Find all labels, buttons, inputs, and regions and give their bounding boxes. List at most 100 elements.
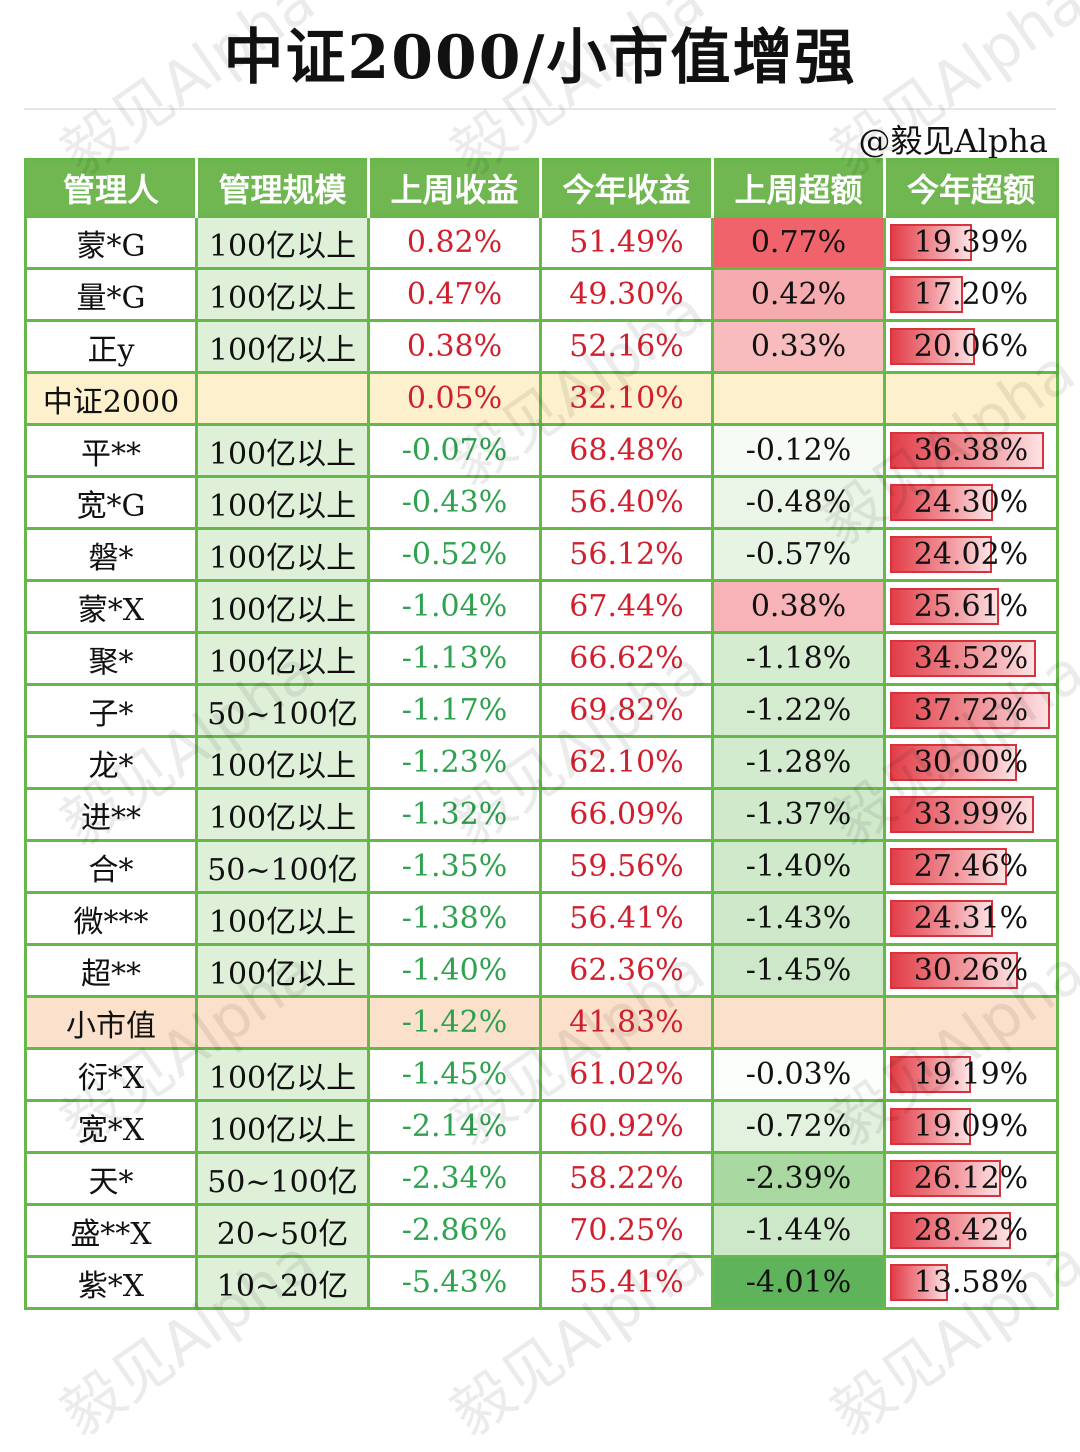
cell-ytd-return-text: 41.83% (569, 1005, 684, 1040)
cell-ytd-excess-text: 25.61% (913, 589, 1029, 624)
cell-ytd-excess-text: 19.19% (913, 1057, 1029, 1092)
cell-ytd-return-text: 66.09% (569, 797, 684, 832)
excess-databar (890, 224, 973, 261)
cell-scale-text: 50~100亿 (207, 852, 358, 888)
cell-ytd-return-text: 61.02% (569, 1057, 684, 1092)
cell-scale: 10~20亿 (196, 1255, 370, 1309)
cell-ytd-excess-text: 27.46% (913, 849, 1029, 884)
excess-databar (890, 484, 994, 521)
cell-ytd-return-text: 68.48% (569, 433, 684, 468)
table-row: 正y 100亿以上 0.38% 52.16% 0.33% 20.06% (25, 319, 1058, 373)
cell-scale-text: 100亿以上 (208, 1060, 357, 1096)
cell-week-return: -0.07% (368, 423, 542, 477)
excess-databar (890, 744, 1018, 781)
cell-week-excess-text: 0.33% (750, 329, 847, 364)
cell-manager: 小市值 (25, 995, 198, 1049)
cell-ytd-return: 56.41% (540, 891, 714, 945)
cell-scale-text: 100亿以上 (208, 644, 357, 680)
table-row: 蒙*G 100亿以上 0.82% 51.49% 0.77% 19.39% (25, 215, 1058, 269)
cell-ytd-excess: 36.38% (884, 423, 1058, 477)
cell-ytd-return-text: 69.82% (569, 693, 684, 728)
cell-scale: 20~50亿 (196, 1203, 370, 1257)
cell-manager-text: 中证2000 (42, 384, 180, 420)
cell-manager: 蒙*X (25, 579, 198, 633)
cell-week-return-text: -1.42% (401, 1005, 508, 1040)
cell-week-return-text: -1.45% (401, 1057, 508, 1092)
cell-scale: 50~100亿 (196, 683, 370, 737)
cell-week-excess-text: -0.57% (745, 537, 852, 572)
cell-scale (196, 995, 370, 1049)
table-body: 蒙*G 100亿以上 0.82% 51.49% 0.77% 19.39% 量*G 100亿以上… (25, 215, 1058, 1309)
excess-databar (890, 848, 1007, 885)
cell-manager-text: 蒙*G (76, 228, 146, 264)
cell-scale: 100亿以上 (196, 319, 370, 373)
cell-week-return: 0.47% (368, 267, 542, 321)
performance-table: 管理人 管理规模 上周收益 今年收益 上周超额 今年超额 蒙*G 100亿以上 0.… (24, 158, 1059, 1310)
cell-ytd-return: 41.83% (540, 995, 714, 1049)
header-week-return: 上周收益 (368, 159, 542, 217)
cell-manager-text: 平** (81, 436, 141, 472)
cell-week-excess (712, 995, 886, 1049)
cell-ytd-excess: 25.61% (884, 579, 1058, 633)
cell-ytd-return: 49.30% (540, 267, 714, 321)
cell-week-excess-text: -1.28% (745, 745, 852, 780)
cell-week-excess: -1.37% (712, 787, 886, 841)
cell-week-excess-text: -0.48% (745, 485, 852, 520)
cell-manager: 磐* (25, 527, 198, 581)
cell-ytd-excess-text: 13.58% (913, 1265, 1029, 1300)
cell-week-excess-text: -1.44% (745, 1213, 852, 1248)
cell-scale-text: 50~100亿 (207, 1164, 358, 1200)
cell-ytd-excess-text: 36.38% (913, 433, 1029, 468)
excess-databar (890, 1264, 948, 1301)
cell-manager: 子* (25, 683, 198, 737)
cell-ytd-return: 62.10% (540, 735, 714, 789)
cell-week-return-text: -2.34% (401, 1161, 508, 1196)
cell-ytd-return: 52.16% (540, 319, 714, 373)
excess-databar (890, 276, 963, 313)
cell-manager: 中证2000 (25, 371, 198, 425)
cell-ytd-return: 58.22% (540, 1151, 714, 1205)
cell-ytd-excess: 20.06% (884, 319, 1058, 373)
cell-week-excess-text: -0.72% (745, 1109, 852, 1144)
cell-manager-text: 微*** (73, 904, 149, 940)
cell-week-excess-text: -1.37% (745, 797, 852, 832)
cell-week-excess: -1.43% (712, 891, 886, 945)
cell-manager: 聚* (25, 631, 198, 685)
cell-manager-text: 小市值 (66, 1008, 156, 1044)
cell-week-return-text: -0.07% (401, 433, 508, 468)
cell-manager: 天* (25, 1151, 198, 1205)
cell-week-return: -1.45% (368, 1047, 542, 1101)
cell-week-return: -2.86% (368, 1203, 542, 1257)
cell-week-excess-text: -0.03% (745, 1057, 852, 1092)
cell-ytd-excess-text: 24.30% (913, 485, 1029, 520)
cell-ytd-return: 60.92% (540, 1099, 714, 1153)
cell-ytd-excess-text: 24.02% (913, 537, 1029, 572)
cell-scale: 100亿以上 (196, 215, 370, 269)
cell-ytd-return-text: 58.22% (569, 1161, 684, 1196)
page-title: 中证2000/小市值增强 (223, 23, 857, 93)
cell-week-excess: 0.38% (712, 579, 886, 633)
cell-manager-text: 宽*X (77, 1112, 145, 1148)
cell-manager-text: 蒙*X (77, 592, 145, 628)
header-ytd-return: 今年收益 (540, 159, 714, 217)
cell-ytd-excess: 19.39% (884, 215, 1058, 269)
cell-scale-text: 100亿以上 (208, 228, 357, 264)
table-row: 子* 50~100亿 -1.17% 69.82% -1.22% 37.72% (25, 683, 1058, 737)
cell-week-return: -1.23% (368, 735, 542, 789)
cell-ytd-return-text: 70.25% (569, 1213, 684, 1248)
cell-ytd-excess-text: 30.00% (913, 745, 1029, 780)
cell-scale: 50~100亿 (196, 1151, 370, 1205)
cell-manager-text: 宽*G (76, 488, 146, 524)
cell-week-excess-text: -2.39% (745, 1161, 852, 1196)
cell-ytd-excess-text: 34.52% (913, 641, 1029, 676)
cell-week-return: -1.17% (368, 683, 542, 737)
cell-ytd-return-text: 60.92% (569, 1109, 684, 1144)
cell-week-return: 0.82% (368, 215, 542, 269)
cell-scale-text: 100亿以上 (208, 436, 357, 472)
cell-scale-text: 100亿以上 (208, 280, 357, 316)
cell-manager-text: 龙* (88, 748, 134, 784)
cell-manager: 蒙*G (25, 215, 198, 269)
cell-ytd-return-text: 62.10% (569, 745, 684, 780)
title-divider (24, 108, 1056, 110)
cell-manager-text: 量*G (76, 280, 146, 316)
